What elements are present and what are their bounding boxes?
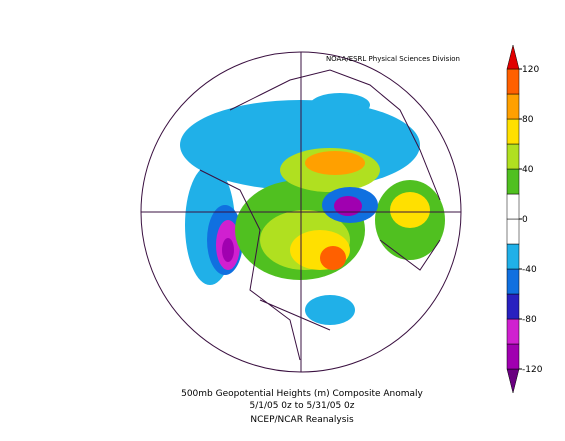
colorbar-swatch	[506, 318, 520, 345]
colorbar-extend	[506, 44, 520, 70]
anomaly-area	[320, 246, 346, 270]
anomaly-area	[310, 93, 370, 117]
colorbar-swatch	[506, 218, 520, 245]
anomaly-area	[222, 238, 234, 262]
colorbar-swatch	[506, 168, 520, 195]
anomaly-field	[180, 69, 445, 361]
anomaly-area	[305, 295, 355, 325]
coastline	[199, 69, 441, 361]
colorbar-swatch	[506, 293, 520, 320]
colorbar: 120 80 40 0 -40 -80 -120	[506, 44, 543, 394]
subtitle: 5/1/05 0z to 5/31/05 0z	[249, 401, 354, 411]
colorbar-tick-label: -40	[522, 265, 537, 275]
colorbar-tick-label: 40	[522, 165, 534, 175]
colorbar-swatch	[506, 243, 520, 270]
colorbar-tick-label: -80	[522, 315, 537, 325]
colorbar-swatch	[506, 68, 520, 95]
colorbar-swatch	[506, 343, 520, 370]
anomaly-area	[305, 151, 365, 175]
colorbar-swatch	[506, 118, 520, 145]
source: NCEP/NCAR Reanalysis	[250, 415, 354, 425]
colorbar-swatch	[506, 193, 520, 220]
colorbar-tick-label: 80	[522, 115, 534, 125]
colorbar-swatch	[506, 268, 520, 295]
anomaly-area	[390, 192, 430, 228]
anomaly-area	[334, 196, 362, 216]
colorbar-extend	[506, 368, 520, 394]
colorbar-tick-label: 120	[522, 65, 539, 75]
colorbar-tick-label: 0	[522, 215, 528, 225]
title: 500mb Geopotential Heights (m) Composite…	[181, 389, 423, 399]
colorbar-swatch	[506, 143, 520, 170]
credit: NOAA/ESRL Physical Sciences Division	[326, 55, 460, 63]
colorbar-swatch	[506, 93, 520, 120]
colorbar-tick-label: -120	[522, 365, 543, 375]
